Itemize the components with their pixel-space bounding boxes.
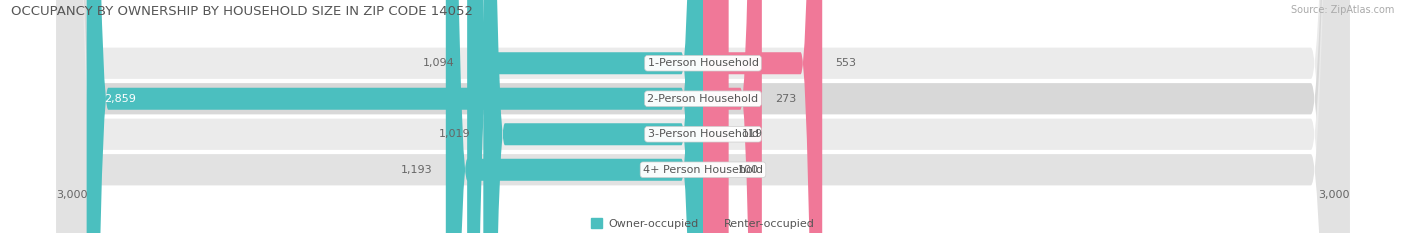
Text: 3,000: 3,000	[56, 190, 87, 200]
Text: 1,094: 1,094	[422, 58, 454, 68]
Text: 553: 553	[835, 58, 856, 68]
Text: Source: ZipAtlas.com: Source: ZipAtlas.com	[1291, 5, 1395, 15]
Text: 2-Person Household: 2-Person Household	[647, 94, 759, 104]
Text: 3,000: 3,000	[1319, 190, 1350, 200]
FancyBboxPatch shape	[87, 0, 703, 233]
Text: 100: 100	[738, 165, 758, 175]
FancyBboxPatch shape	[56, 0, 1350, 233]
Text: OCCUPANCY BY OWNERSHIP BY HOUSEHOLD SIZE IN ZIP CODE 14052: OCCUPANCY BY OWNERSHIP BY HOUSEHOLD SIZE…	[11, 5, 474, 18]
Text: 273: 273	[775, 94, 796, 104]
Text: 3-Person Household: 3-Person Household	[648, 129, 758, 139]
FancyBboxPatch shape	[484, 0, 703, 233]
Text: 1-Person Household: 1-Person Household	[648, 58, 758, 68]
Text: 1,193: 1,193	[401, 165, 433, 175]
Text: 1,019: 1,019	[439, 129, 471, 139]
Text: 2,859: 2,859	[104, 94, 136, 104]
FancyBboxPatch shape	[56, 0, 1350, 233]
FancyBboxPatch shape	[703, 0, 724, 233]
FancyBboxPatch shape	[446, 0, 703, 233]
FancyBboxPatch shape	[467, 0, 703, 233]
Text: 4+ Person Household: 4+ Person Household	[643, 165, 763, 175]
FancyBboxPatch shape	[703, 0, 823, 233]
Legend: Owner-occupied, Renter-occupied: Owner-occupied, Renter-occupied	[586, 214, 820, 233]
FancyBboxPatch shape	[703, 0, 762, 233]
FancyBboxPatch shape	[703, 0, 728, 233]
FancyBboxPatch shape	[56, 0, 1350, 233]
FancyBboxPatch shape	[56, 0, 1350, 233]
Text: 119: 119	[741, 129, 762, 139]
